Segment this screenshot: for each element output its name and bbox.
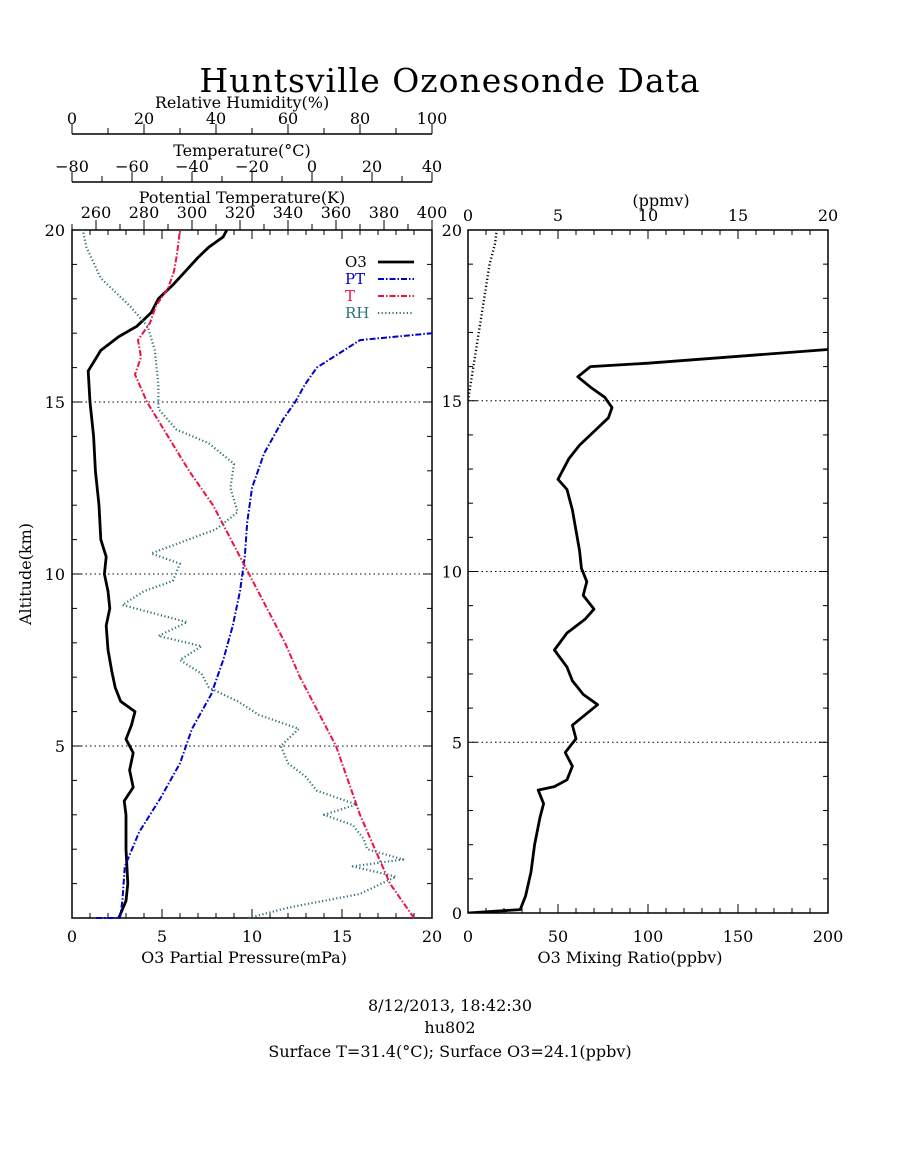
mixing-ratio-ppmv-tick-label: 20 bbox=[818, 206, 838, 225]
chart-title: Huntsville Ozonesonde Data bbox=[199, 61, 700, 100]
relative-humidity-tick-label: 80 bbox=[350, 109, 370, 128]
mixing-ratio-ppmv-tick-label: 5 bbox=[553, 206, 563, 225]
temperature-tick-label: −60 bbox=[115, 157, 149, 176]
series-line-o3-ppmv bbox=[468, 230, 498, 401]
relative-humidity-tick-label: 0 bbox=[67, 109, 77, 128]
potential-temperature-tick-label: 340 bbox=[273, 203, 304, 222]
left-y-tick-label: 20 bbox=[45, 221, 65, 240]
series-line-o3-ppbv bbox=[468, 348, 828, 913]
mixing-ratio-ppmv-tick-label: 10 bbox=[638, 206, 658, 225]
left-y-axis-label: Altitude(km) bbox=[16, 523, 35, 626]
left-y-tick-label: 10 bbox=[45, 565, 65, 584]
relative-humidity-tick-label: 40 bbox=[206, 109, 226, 128]
series-line-t bbox=[134, 229, 415, 919]
potential-temperature-tick-label: 260 bbox=[81, 203, 112, 222]
right-y-tick-label: 15 bbox=[442, 392, 462, 411]
legend-label-o3: O3 bbox=[345, 253, 367, 271]
temperature-tick-label: −20 bbox=[235, 157, 269, 176]
temperature-axis-label: Temperature(°C) bbox=[173, 141, 311, 160]
mixing-ratio-ppbv-tick-label: 50 bbox=[548, 927, 568, 946]
mixing-ratio-ppbv-tick-label: 200 bbox=[813, 927, 844, 946]
o3-pressure-tick-label: 20 bbox=[422, 927, 442, 946]
mixing-ratio-ppbv-tick-label: 0 bbox=[463, 927, 473, 946]
o3-pressure-tick-label: 10 bbox=[242, 927, 262, 946]
right-y-tick-label: 20 bbox=[442, 221, 462, 240]
mixing-ratio-ppbv-tick-label: 100 bbox=[633, 927, 664, 946]
potential-temperature-tick-label: 300 bbox=[177, 203, 208, 222]
legend-label-pt: PT bbox=[345, 270, 365, 288]
footer-date-time: 8/12/2013, 18:42:30 bbox=[368, 996, 532, 1015]
temperature-tick-label: −80 bbox=[55, 157, 89, 176]
relative-humidity-axis-label: Relative Humidity(%) bbox=[155, 93, 329, 112]
potential-temperature-tick-label: 280 bbox=[129, 203, 160, 222]
relative-humidity-tick-label: 60 bbox=[278, 109, 298, 128]
o3-pressure-tick-label: 0 bbox=[67, 927, 77, 946]
mixing-ratio-ppbv-tick-label: 150 bbox=[723, 927, 754, 946]
o3-pressure-tick-label: 5 bbox=[157, 927, 167, 946]
left-panel: 5 10 15 20 Altitude(km) 0 5 10 15 20 O3 Partial Pr… bbox=[16, 93, 447, 967]
left-y-tick-label: 5 bbox=[55, 737, 65, 756]
o3-pressure-axis-label: O3 Partial Pressure(mPa) bbox=[141, 948, 347, 967]
temperature-tick-label: 20 bbox=[362, 157, 382, 176]
right-y-tick-label: 10 bbox=[442, 563, 462, 582]
relative-humidity-tick-label: 100 bbox=[417, 109, 448, 128]
temperature-tick-label: 0 bbox=[307, 157, 317, 176]
mixing-ratio-ppmv-axis-label: (ppmv) bbox=[632, 191, 689, 210]
mixing-ratio-ppmv-tick-label: 15 bbox=[728, 206, 748, 225]
right-y-tick-label: 0 bbox=[452, 904, 462, 923]
potential-temperature-tick-label: 380 bbox=[369, 203, 400, 222]
potential-temperature-tick-label: 320 bbox=[225, 203, 256, 222]
series-line-pt bbox=[96, 332, 433, 919]
series-line-o3 bbox=[86, 229, 229, 919]
potential-temperature-tick-label: 400 bbox=[417, 203, 448, 222]
relative-humidity-tick-label: 20 bbox=[134, 109, 154, 128]
temperature-tick-label: 40 bbox=[422, 157, 442, 176]
right-y-tick-label: 5 bbox=[452, 733, 462, 752]
potential-temperature-tick-label: 360 bbox=[321, 203, 352, 222]
legend-label-rh: RH bbox=[345, 304, 369, 322]
legend-label-t: T bbox=[345, 287, 355, 305]
o3-pressure-tick-label: 15 bbox=[332, 927, 352, 946]
temperature-tick-label: −40 bbox=[175, 157, 209, 176]
potential-temperature-axis-label: Potential Temperature(K) bbox=[139, 188, 346, 207]
footer-flight-id: hu802 bbox=[424, 1018, 475, 1037]
mixing-ratio-ppbv-axis-label: O3 Mixing Ratio(ppbv) bbox=[537, 948, 722, 967]
mixing-ratio-ppmv-tick-label: 0 bbox=[463, 206, 473, 225]
footer-surface-line: Surface T=31.4(°C); Surface O3=24.1(ppbv… bbox=[268, 1042, 631, 1061]
left-y-tick-label: 15 bbox=[45, 393, 65, 412]
